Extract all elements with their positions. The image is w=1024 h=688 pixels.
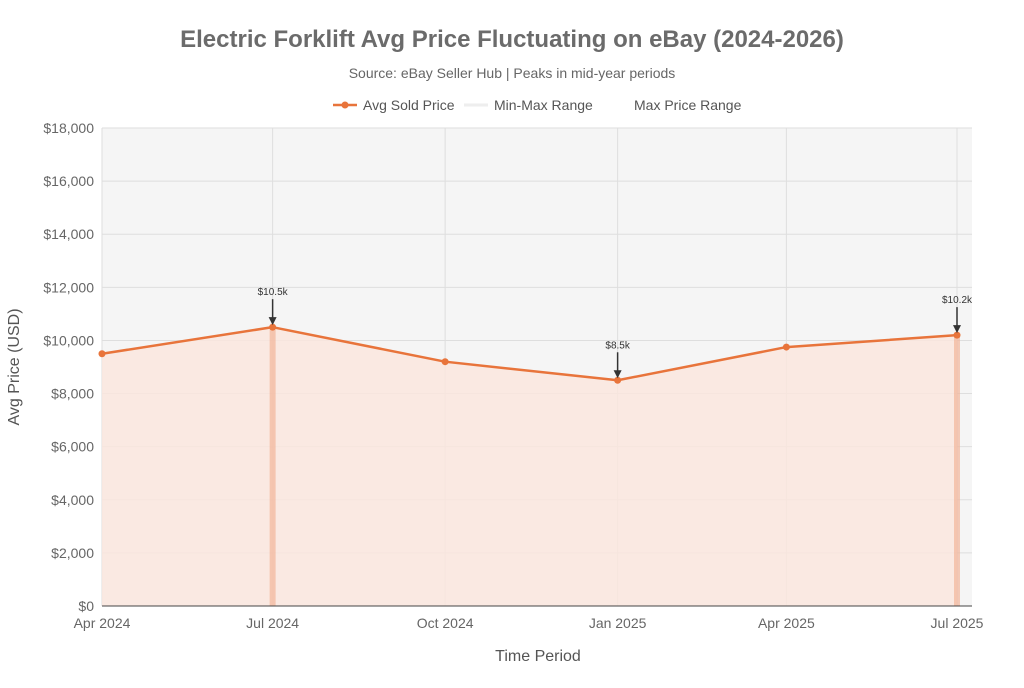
y-tick-label: $6,000 [51, 439, 94, 455]
legend[interactable]: Avg Sold Price Min-Max Range Max Price R… [333, 97, 742, 113]
data-point[interactable] [98, 350, 106, 358]
annotation-label: $10.5k [258, 287, 289, 298]
legend-label-max-price-range: Max Price Range [634, 97, 742, 113]
chart-subtitle: Source: eBay Seller Hub | Peaks in mid-y… [349, 65, 676, 81]
y-axis-label: Avg Price (USD) [6, 308, 23, 425]
x-tick-label: Jul 2025 [931, 615, 984, 631]
max-price-range-band [954, 335, 960, 606]
y-tick-label: $12,000 [43, 279, 94, 295]
annotation: $10.5k [258, 287, 289, 326]
series-avg-sold-price [98, 323, 961, 384]
data-point[interactable] [269, 323, 277, 331]
legend-item-avg-sold-price[interactable]: Avg Sold Price [333, 97, 455, 113]
annotation-arrowhead [613, 370, 622, 379]
y-tick-label: $16,000 [43, 173, 94, 189]
annotations: $10.5k $8.5k $10.2k [258, 287, 973, 379]
legend-item-max-price-range[interactable]: Max Price Range [634, 97, 742, 113]
legend-item-min-max-range[interactable]: Min-Max Range [464, 97, 593, 113]
x-tick-label: Jul 2024 [246, 615, 299, 631]
x-tick-label: Jan 2025 [589, 615, 647, 631]
chart-title: Electric Forklift Avg Price Fluctuating … [180, 26, 844, 53]
data-point[interactable] [614, 376, 622, 384]
y-tick-label: $10,000 [43, 332, 94, 348]
max-price-range-band [269, 327, 276, 606]
x-tick-label: Oct 2024 [417, 615, 474, 631]
avg-price-area [102, 327, 957, 606]
annotation: $8.5k [605, 340, 631, 379]
x-axis-label: Time Period [495, 648, 581, 665]
annotation-arrowhead [953, 325, 961, 334]
x-tick-label: Apr 2025 [758, 615, 815, 631]
y-tick-label: $2,000 [51, 545, 94, 561]
legend-label-avg-sold-price: Avg Sold Price [363, 97, 455, 113]
series-area [102, 327, 960, 606]
data-point[interactable] [441, 358, 449, 366]
avg-sold-price-line [101, 325, 958, 382]
annotation-label: $10.2k [942, 295, 973, 306]
axes: $0 $2,000 $4,000 $6,000 $8,000 $10,000 $12,000… [43, 120, 983, 631]
y-tick-label: $14,000 [43, 226, 94, 242]
annotation-label: $8.5k [605, 340, 630, 351]
data-point[interactable] [782, 343, 790, 351]
y-tick-label: $4,000 [51, 492, 94, 508]
annotation: $10.2k [942, 295, 973, 334]
y-tick-label: $8,000 [51, 386, 94, 402]
annotation-arrowhead [268, 317, 277, 326]
data-point[interactable] [953, 331, 961, 339]
y-tick-label: $0 [78, 598, 94, 614]
legend-label-min-max-range: Min-Max Range [494, 97, 593, 113]
x-tick-label: Apr 2024 [74, 615, 131, 631]
y-tick-label: $18,000 [43, 120, 94, 136]
